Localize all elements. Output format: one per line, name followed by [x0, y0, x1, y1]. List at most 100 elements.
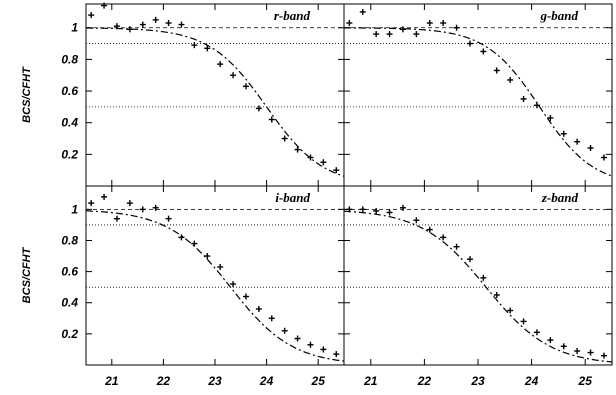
data-point	[574, 138, 581, 145]
data-point	[426, 19, 433, 26]
x-tick-label: 22	[156, 374, 171, 388]
data-point	[373, 207, 380, 214]
data-point	[413, 31, 420, 38]
data-point	[346, 206, 353, 213]
data-point	[547, 114, 554, 121]
model-curve	[343, 27, 613, 177]
y-tick-label: 0.2	[61, 327, 78, 341]
data-point	[346, 19, 353, 26]
data-point	[88, 12, 95, 19]
data-point	[152, 204, 159, 211]
data-point	[507, 307, 514, 314]
data-point	[294, 146, 301, 153]
data-point	[466, 40, 473, 47]
data-point	[307, 341, 314, 348]
data-point	[191, 42, 198, 49]
data-point	[101, 2, 108, 9]
data-point	[359, 8, 366, 15]
x-tick-label: 23	[470, 374, 485, 388]
data-point	[320, 346, 327, 353]
x-tick-label: 25	[578, 374, 593, 388]
data-point	[520, 95, 527, 102]
data-point	[574, 347, 581, 354]
model-curve	[86, 27, 345, 177]
data-point	[600, 352, 607, 359]
data-point	[281, 327, 288, 334]
data-point	[152, 16, 159, 23]
y-tick-label: 0.4	[61, 296, 78, 310]
data-point	[480, 274, 487, 281]
data-point	[178, 21, 185, 28]
data-point	[126, 26, 133, 33]
data-point	[493, 291, 500, 298]
data-point	[230, 72, 237, 79]
y-axis-label: BCS/CFHT	[21, 246, 33, 303]
y-tick-label: 0.2	[61, 147, 78, 161]
x-tick-label: 24	[524, 374, 539, 388]
data-point	[255, 105, 262, 112]
data-point	[255, 305, 262, 312]
y-tick-label: 0.6	[61, 265, 78, 279]
data-point	[268, 116, 275, 123]
panel-i: 21 22 23 24 25 0.2 0.4 0.6 0.8 1 BCS/CFHT i-band	[21, 185, 345, 388]
data-point	[440, 19, 447, 26]
data-point	[560, 343, 567, 350]
data-point	[453, 24, 460, 31]
data-point	[320, 159, 327, 166]
data-point	[139, 21, 146, 28]
data-point	[204, 45, 211, 52]
data-point	[507, 76, 514, 83]
data-point	[386, 31, 393, 38]
data-point	[242, 83, 249, 90]
x-tick-label: 23	[207, 374, 222, 388]
data-point	[217, 263, 224, 270]
data-point	[139, 206, 146, 213]
data-point	[294, 335, 301, 342]
x-tick-label: 25	[311, 374, 326, 388]
data-point	[113, 23, 120, 30]
data-point	[547, 337, 554, 344]
x-tick-label: 21	[363, 374, 378, 388]
data-point	[113, 215, 120, 222]
data-point	[493, 67, 500, 74]
panel-z: 21 22 23 24 25 z-band	[343, 185, 613, 388]
data-point	[101, 193, 108, 200]
data-point	[191, 240, 198, 247]
data-point	[230, 281, 237, 288]
data-point	[165, 215, 172, 222]
x-tick-label: 21	[104, 374, 119, 388]
data-point	[533, 102, 540, 109]
panel-title: r-band	[274, 8, 311, 23]
data-point	[587, 349, 594, 356]
panel-title: g-band	[539, 8, 578, 23]
data-point	[333, 167, 340, 174]
data-point	[88, 200, 95, 207]
data-point	[466, 256, 473, 263]
data-point	[520, 318, 527, 325]
y-tick-label: 0.8	[61, 233, 78, 247]
data-point	[359, 206, 366, 213]
data-point	[165, 19, 172, 26]
y-tick-label: 0.8	[61, 52, 78, 66]
model-curve	[343, 210, 613, 363]
panel-frame	[85, 3, 345, 187]
data-point	[178, 234, 185, 241]
data-point	[281, 135, 288, 142]
data-point	[426, 226, 433, 233]
data-point	[268, 315, 275, 322]
panel-title: i-band	[275, 190, 310, 205]
data-point	[217, 61, 224, 68]
model-curve	[85, 210, 345, 362]
panel-frame	[343, 3, 613, 187]
data-point	[480, 48, 487, 55]
data-point	[333, 351, 340, 358]
data-point	[533, 329, 540, 336]
panel-frame	[85, 185, 345, 366]
y-axis-label: BCS/CFHT	[21, 66, 33, 123]
y-tick-label: 0.4	[61, 116, 78, 130]
data-point	[399, 204, 406, 211]
x-tick-label: 22	[417, 374, 432, 388]
y-tick-label: 1	[71, 202, 78, 216]
panel-r: 0.2 0.4 0.6 0.8 1 BCS/CFHT r-band	[21, 2, 345, 187]
